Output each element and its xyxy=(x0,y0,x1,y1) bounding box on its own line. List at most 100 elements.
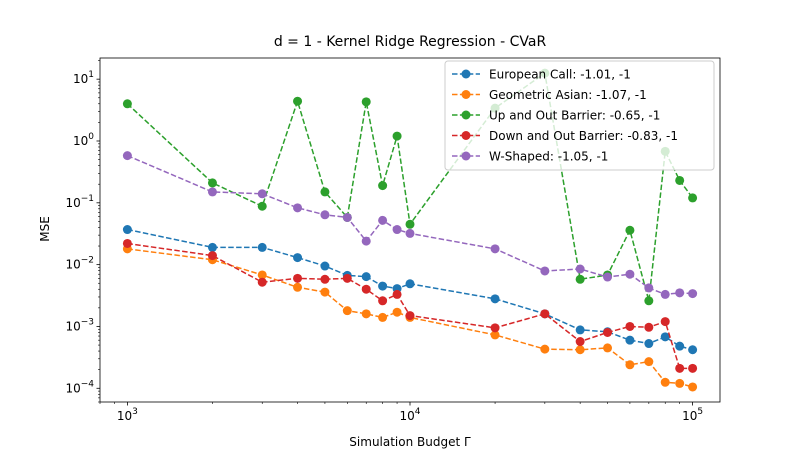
data-point xyxy=(392,131,402,141)
data-point xyxy=(293,282,303,292)
data-point xyxy=(342,306,352,316)
data-point xyxy=(320,187,330,197)
data-point xyxy=(625,269,635,279)
data-point xyxy=(293,96,303,106)
data-point xyxy=(688,193,698,203)
data-point xyxy=(688,345,698,355)
data-point xyxy=(625,225,635,235)
data-point xyxy=(688,289,698,299)
data-point xyxy=(625,321,635,331)
data-point xyxy=(675,175,685,185)
data-point xyxy=(361,284,371,294)
legend-marker xyxy=(461,110,471,120)
data-point xyxy=(625,360,635,370)
data-point xyxy=(540,309,550,319)
data-point xyxy=(490,323,500,333)
data-point xyxy=(490,244,500,254)
legend-item: W-Shaped: -1.05, -1 xyxy=(452,150,608,164)
legend-marker xyxy=(461,131,471,140)
data-point xyxy=(320,287,330,297)
y-tick-label: 10−2 xyxy=(65,256,94,272)
data-point xyxy=(207,178,217,188)
data-point xyxy=(603,327,613,337)
data-point xyxy=(207,251,217,261)
data-point xyxy=(575,345,585,355)
series-5 xyxy=(122,151,698,299)
data-point xyxy=(378,312,388,322)
data-point xyxy=(490,294,500,304)
data-point xyxy=(540,266,550,276)
legend-marker xyxy=(461,151,471,161)
data-point xyxy=(361,236,371,246)
data-point xyxy=(603,343,613,353)
data-point xyxy=(122,225,132,235)
data-point xyxy=(378,181,388,191)
data-point xyxy=(293,253,303,263)
series-4 xyxy=(122,238,698,373)
plot-area xyxy=(122,68,698,392)
data-point xyxy=(122,99,132,109)
legend-marker xyxy=(461,69,471,79)
data-point xyxy=(293,273,303,283)
data-point xyxy=(660,317,670,327)
data-point xyxy=(675,378,685,388)
data-point xyxy=(405,311,415,321)
data-point xyxy=(378,296,388,306)
data-point xyxy=(660,332,670,342)
legend: European Call: -1.01, -1 Geometric Asian:… xyxy=(444,60,715,171)
data-point xyxy=(257,270,267,280)
data-point xyxy=(320,261,330,271)
data-point xyxy=(644,296,654,306)
y-tick-label: 10−1 xyxy=(65,194,94,210)
data-point xyxy=(361,272,371,282)
data-point xyxy=(575,264,585,274)
y-tick-label: 100 xyxy=(73,132,94,148)
data-point xyxy=(575,337,585,347)
data-point xyxy=(392,307,402,317)
data-point xyxy=(490,330,500,340)
data-point xyxy=(320,274,330,284)
data-point xyxy=(688,363,698,373)
data-point xyxy=(257,201,267,211)
data-point xyxy=(257,242,267,252)
data-point xyxy=(361,97,371,107)
data-point xyxy=(257,189,267,199)
data-point xyxy=(625,335,635,345)
data-point xyxy=(660,377,670,387)
data-point xyxy=(342,212,352,222)
data-point xyxy=(405,228,415,238)
data-point xyxy=(405,279,415,289)
x-tick-label: 104 xyxy=(399,407,420,423)
data-point xyxy=(675,341,685,351)
data-point xyxy=(378,281,388,291)
legend-label: Geometric Asian: -1.07, -1 xyxy=(489,88,647,102)
x-tick-label: 105 xyxy=(682,407,703,423)
legend-label: Up and Out Barrier: -0.65, -1 xyxy=(489,109,660,123)
data-point xyxy=(392,225,402,235)
data-point xyxy=(575,325,585,335)
data-point xyxy=(207,242,217,252)
legend-label: European Call: -1.01, -1 xyxy=(489,68,631,82)
data-point xyxy=(122,151,132,161)
data-point xyxy=(675,363,685,373)
y-axis-title: MSE xyxy=(38,216,52,242)
data-point xyxy=(603,272,613,282)
legend-label: W-Shaped: -1.05, -1 xyxy=(489,150,608,164)
data-point xyxy=(688,382,698,392)
data-point xyxy=(361,309,371,319)
data-point xyxy=(644,339,654,349)
data-point xyxy=(293,203,303,213)
data-point xyxy=(540,344,550,354)
data-point xyxy=(660,289,670,299)
data-point xyxy=(207,187,217,197)
legend-item: European Call: -1.01, -1 xyxy=(452,68,631,82)
x-axis-title: Simulation Budget Γ xyxy=(349,435,471,449)
y-tick-label: 10−3 xyxy=(65,317,94,333)
data-point xyxy=(392,289,402,299)
legend-label: Down and Out Barrier: -0.83, -1 xyxy=(489,129,678,143)
legend-item: Down and Out Barrier: -0.83, -1 xyxy=(452,129,678,143)
legend-item: Geometric Asian: -1.07, -1 xyxy=(452,88,647,102)
legend-box xyxy=(444,60,715,171)
legend-item: Up and Out Barrier: -0.65, -1 xyxy=(452,109,660,123)
